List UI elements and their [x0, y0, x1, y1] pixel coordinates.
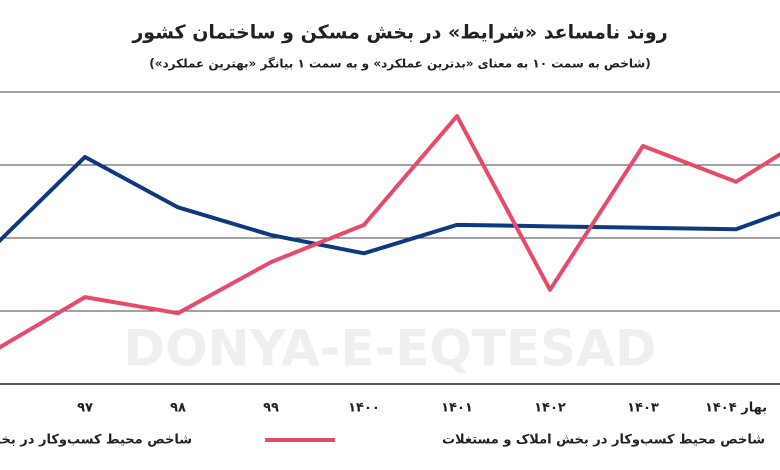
- series-line: [0, 154, 780, 256]
- chart-subtitle: (شاخص به سمت ۱۰ به معنای «بدترین عملکرد»…: [149, 57, 650, 72]
- x-tick-label: ۹۸: [170, 401, 186, 416]
- x-tick-label: ۹۷: [77, 401, 93, 416]
- x-tick-label: ۱۴۰۱: [441, 401, 473, 416]
- x-tick-label: ۱۴۰۰: [348, 401, 380, 416]
- series-line: [0, 114, 780, 350]
- x-tick-label: بهار ۱۴۰۴: [705, 401, 767, 416]
- legend-label: شاخص محیط کسب‌وکار در بخش املاک و مستغلا…: [442, 433, 765, 448]
- x-tick-label: ۱۴۰۳: [627, 401, 659, 416]
- legend-label: شاخص محیط کسب‌وکار در بخش ساختمان: [0, 433, 192, 448]
- chart-title: روند نامساعد «شرایط» در بخش مسکن و ساختم…: [131, 22, 667, 44]
- watermark: DONYA-E-EQTESAD: [124, 320, 657, 378]
- x-tick-label: ۹۹: [263, 401, 279, 416]
- x-tick-label: ۱۴۰۲: [534, 401, 566, 416]
